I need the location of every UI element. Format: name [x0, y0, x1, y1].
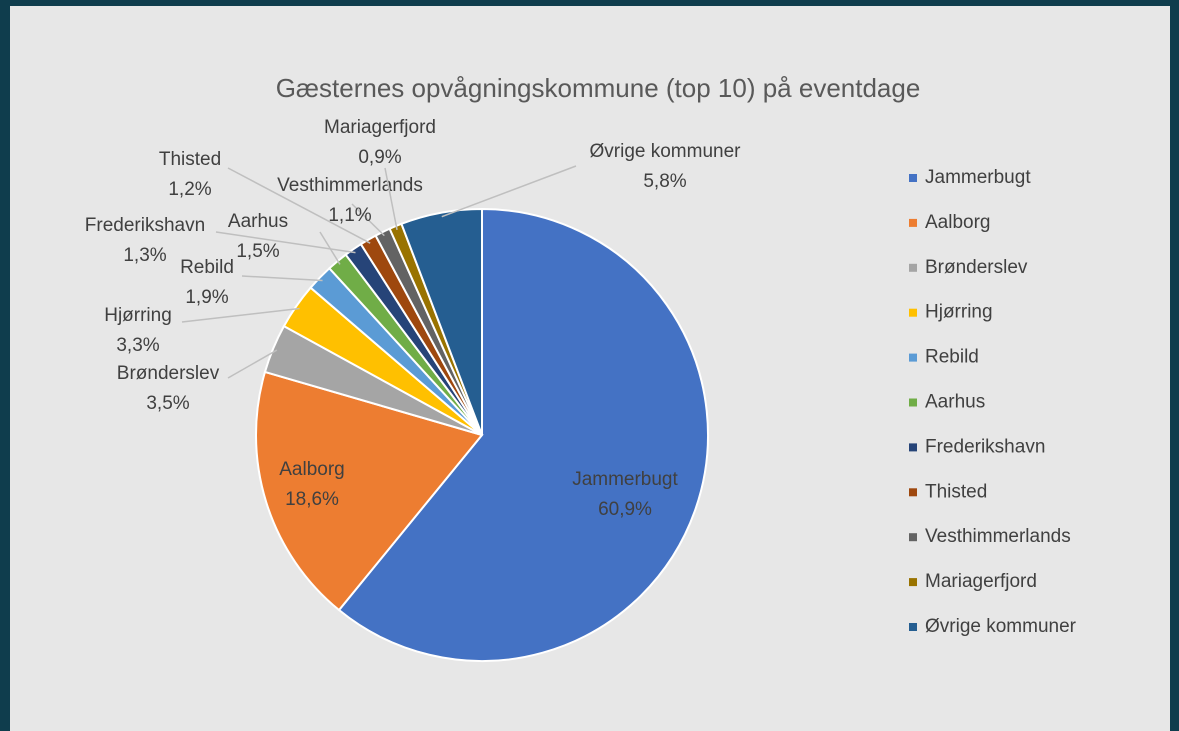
legend-swatch	[909, 443, 917, 452]
data-label-value: 18,6%	[285, 489, 339, 510]
legend-label: Mariagerfjord	[925, 571, 1037, 592]
leader-line	[215, 231, 356, 254]
data-label-name: Rebild	[180, 257, 234, 278]
data-label-value: 1,1%	[328, 205, 371, 226]
legend-label: Frederikshavn	[925, 436, 1045, 457]
pie-slice	[337, 207, 709, 662]
legend-label: Vesthimmerlands	[925, 526, 1071, 547]
legend-label: Øvrige kommuner	[925, 616, 1077, 637]
data-label-name: Frederikshavn	[85, 215, 205, 236]
legend-label: Aalborg	[925, 212, 991, 233]
data-label-name: Thisted	[159, 149, 221, 170]
data-label-value: 3,5%	[146, 393, 189, 414]
legend-swatch	[909, 308, 917, 317]
legend-label: Jammerbugt	[925, 167, 1031, 188]
legend-label: Brønderslev	[925, 257, 1028, 278]
legend-label: Rebild	[925, 347, 979, 368]
leader-line	[227, 349, 278, 379]
leader-line	[351, 203, 385, 237]
data-label-name: Aarhus	[228, 211, 288, 232]
leader-line	[241, 275, 323, 282]
data-label-name: Øvrige kommuner	[590, 141, 742, 162]
legend-swatch	[909, 353, 917, 362]
legend-swatch	[909, 488, 917, 497]
legend-swatch	[909, 623, 917, 631]
data-label-value: 3,3%	[116, 335, 159, 356]
leader-line	[384, 167, 398, 231]
legend-swatch	[909, 218, 917, 227]
data-label-value: 60,9%	[598, 499, 652, 520]
data-label-name: Brønderslev	[117, 363, 220, 384]
data-label-name: Jammerbugt	[572, 469, 678, 490]
legend-label: Hjørring	[925, 302, 993, 323]
data-label-value: 1,3%	[123, 245, 166, 266]
data-label-value: 0,9%	[358, 147, 401, 168]
legend-swatch	[909, 533, 917, 542]
data-label-value: 1,2%	[168, 179, 211, 200]
leader-line	[181, 307, 300, 323]
legend-swatch	[909, 398, 917, 407]
legend-swatch	[909, 578, 917, 587]
legend-label: Thisted	[925, 481, 987, 502]
chart-title: Gæsternes opvågningskommune (top 10) på …	[276, 73, 921, 103]
pie-slice	[400, 207, 483, 436]
leader-line	[441, 165, 577, 218]
leader-line	[227, 167, 371, 244]
data-label-value: 5,8%	[643, 171, 686, 192]
data-label-value: 1,5%	[236, 241, 279, 262]
pie-slice	[255, 370, 484, 612]
legend-label: Aarhus	[925, 392, 985, 413]
data-label-value: 1,9%	[185, 287, 228, 308]
legend-swatch	[909, 174, 917, 182]
legend-swatch	[909, 263, 917, 272]
data-label-name: Hjørring	[104, 305, 172, 326]
data-label-name: Vesthimmerlands	[277, 175, 423, 196]
data-label-name: Mariagerfjord	[324, 117, 436, 138]
data-label-name: Aalborg	[279, 459, 345, 480]
